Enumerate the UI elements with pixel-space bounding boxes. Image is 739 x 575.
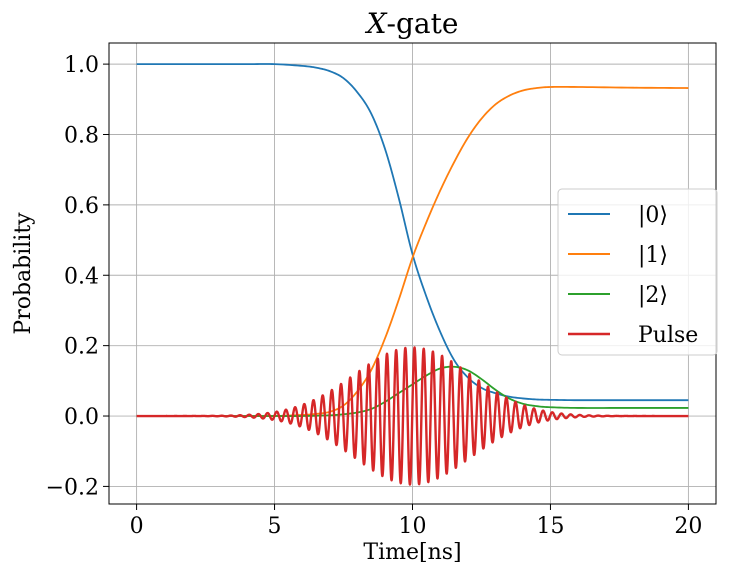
x-axis-label: Time[ns]	[363, 540, 461, 565]
legend-label: |2⟩	[638, 283, 668, 308]
legend-box	[557, 188, 718, 356]
y-tick-label: 0.2	[64, 335, 99, 360]
legend: |0⟩ |1⟩ |2⟩ Pulse	[557, 188, 718, 356]
y-tick-label: 0.4	[64, 264, 99, 289]
y-tick-label: 0.0	[64, 405, 99, 430]
y-tick-label: 0.6	[64, 194, 99, 219]
chart-title: X-gate	[365, 7, 459, 40]
y-axis-label: Probability	[11, 212, 36, 335]
y-tick-label: 0.8	[64, 123, 99, 148]
x-tick-label: 0	[130, 514, 144, 539]
legend-label: |1⟩	[638, 243, 668, 268]
x-tick-label: 10	[399, 514, 427, 539]
x-tick-label: 20	[674, 514, 702, 539]
axis-ticks: 0 5 10 15 20 −0.2 0.0 0.2 0.4 0.6 0.8 1.0	[46, 53, 703, 539]
legend-label: |0⟩	[638, 203, 668, 228]
x-tick-label: 5	[268, 514, 282, 539]
x-tick-label: 15	[536, 514, 564, 539]
y-tick-label: −0.2	[46, 475, 99, 500]
legend-label: Pulse	[638, 323, 698, 348]
series-lines	[135, 63, 690, 486]
series-line-3	[135, 346, 690, 486]
series-line-1	[136, 85, 689, 417]
series-line-0	[136, 63, 689, 402]
y-tick-label: 1.0	[64, 53, 99, 78]
